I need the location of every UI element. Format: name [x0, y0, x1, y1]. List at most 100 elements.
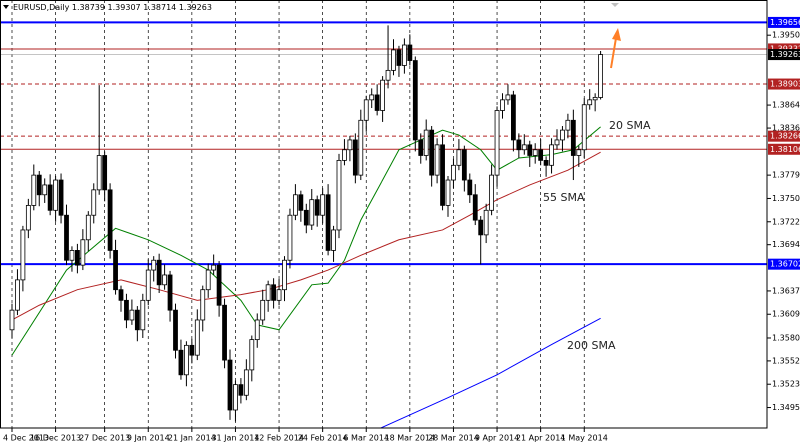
y-tick-label: 1.39500 — [772, 31, 800, 40]
level-tag-bg — [768, 78, 800, 90]
candle-body — [342, 149, 347, 161]
candle-body — [576, 149, 582, 156]
candle-body — [113, 250, 118, 291]
level-tag: 1.39332 — [770, 44, 800, 53]
candle-body — [320, 194, 326, 216]
candle-body — [538, 149, 544, 161]
candle-body — [352, 139, 358, 176]
candle-body — [20, 229, 26, 281]
candle-body — [467, 179, 473, 196]
candle-body — [151, 259, 157, 271]
candle-body — [543, 159, 549, 166]
candle-body — [554, 139, 560, 146]
level-tag-bg — [768, 130, 800, 142]
header-high: 1.39307 — [108, 3, 141, 12]
candle-body — [233, 384, 238, 411]
x-tick-label: 24 Feb 2014 — [298, 434, 348, 443]
candle-body — [25, 205, 31, 231]
candle-body — [91, 189, 97, 216]
candle-body — [145, 269, 151, 301]
y-tick-label: 1.36375 — [772, 286, 800, 295]
candle-body — [521, 144, 527, 151]
candle-body — [505, 94, 511, 101]
candle-body — [134, 309, 140, 331]
candle-body — [80, 239, 86, 266]
candle-body — [532, 149, 538, 156]
level-tag-bg — [768, 143, 800, 155]
candle-body — [423, 129, 429, 156]
sma-label: 20 SMA — [609, 119, 651, 132]
candle-body — [298, 194, 304, 211]
x-tick-label: 9 Jan 2014 — [127, 434, 170, 443]
candle-body — [516, 139, 522, 151]
candle-body — [396, 49, 402, 66]
plot-area — [0, 0, 767, 428]
plot-frame — [0, 0, 768, 429]
candle-body — [211, 264, 217, 271]
candle-body — [478, 219, 484, 236]
candle-body — [292, 194, 298, 216]
y-tick-label: 1.37790 — [772, 171, 800, 180]
candle-body — [118, 289, 124, 301]
candle-body — [385, 69, 391, 81]
sma-line — [379, 317, 601, 428]
candle-body — [96, 155, 102, 191]
candle-body — [412, 60, 418, 141]
candle-body — [265, 284, 271, 301]
candle-body — [249, 339, 255, 371]
candle-body — [461, 149, 467, 181]
candle-body — [271, 284, 277, 301]
candle-body — [587, 99, 593, 106]
arrow-shaft — [610, 37, 617, 69]
candle-body — [15, 279, 20, 311]
level-tag: 1.36702 — [770, 260, 800, 269]
candle-body — [374, 94, 380, 111]
candle-body — [456, 149, 462, 166]
candle-body — [451, 164, 456, 181]
candle-body — [69, 250, 75, 261]
candle-body — [303, 209, 309, 226]
y-tick-label: 1.35520 — [772, 356, 800, 365]
candle-body — [401, 44, 407, 66]
candle-body — [369, 94, 375, 101]
level-tag: 1.38106 — [770, 145, 800, 154]
level-tag-bg — [768, 258, 800, 270]
shift-marker — [611, 3, 619, 7]
candle-body — [565, 119, 571, 131]
x-tick-label: 21 Jan 2014 — [168, 434, 216, 443]
candle-body — [205, 269, 211, 291]
header-low: 1.38714 — [143, 3, 176, 12]
price-axis: 1.39500 1.38646 1.38365 1.37790 1.37505 1.372… — [767, 16, 800, 412]
candle-body — [124, 299, 129, 321]
candle-body — [243, 369, 249, 396]
candle-body — [494, 110, 500, 176]
x-tick-label: 1 May 2014 — [561, 434, 608, 443]
candle-body — [483, 209, 489, 236]
level-tag: 1.38266 — [770, 132, 800, 141]
menu-icon[interactable] — [3, 5, 9, 9]
sma-line — [11, 126, 601, 356]
candle-body — [434, 144, 440, 176]
candle-body — [276, 289, 282, 301]
candle-body — [592, 96, 598, 101]
candle-body — [162, 274, 168, 286]
candle-body — [314, 199, 320, 216]
current-price-tag-bg — [768, 49, 800, 61]
y-tick-label: 1.38646 — [772, 101, 800, 110]
level-tag: 1.39656 — [770, 18, 800, 27]
candle-body — [31, 174, 37, 206]
candle-body — [429, 129, 435, 176]
candle-body — [418, 139, 424, 156]
candle-body — [325, 194, 331, 251]
x-tick-label: 31 Jan 2014 — [211, 434, 259, 443]
candle-body — [75, 250, 80, 266]
candle-body — [347, 139, 353, 151]
x-tick-label: 21 Apr 2014 — [516, 434, 565, 443]
y-tick-label: 1.37505 — [772, 194, 800, 203]
header-open: 1.38739 — [72, 3, 105, 12]
candle-body — [260, 299, 266, 321]
x-tick-label: 9 Apr 2014 — [475, 434, 519, 443]
